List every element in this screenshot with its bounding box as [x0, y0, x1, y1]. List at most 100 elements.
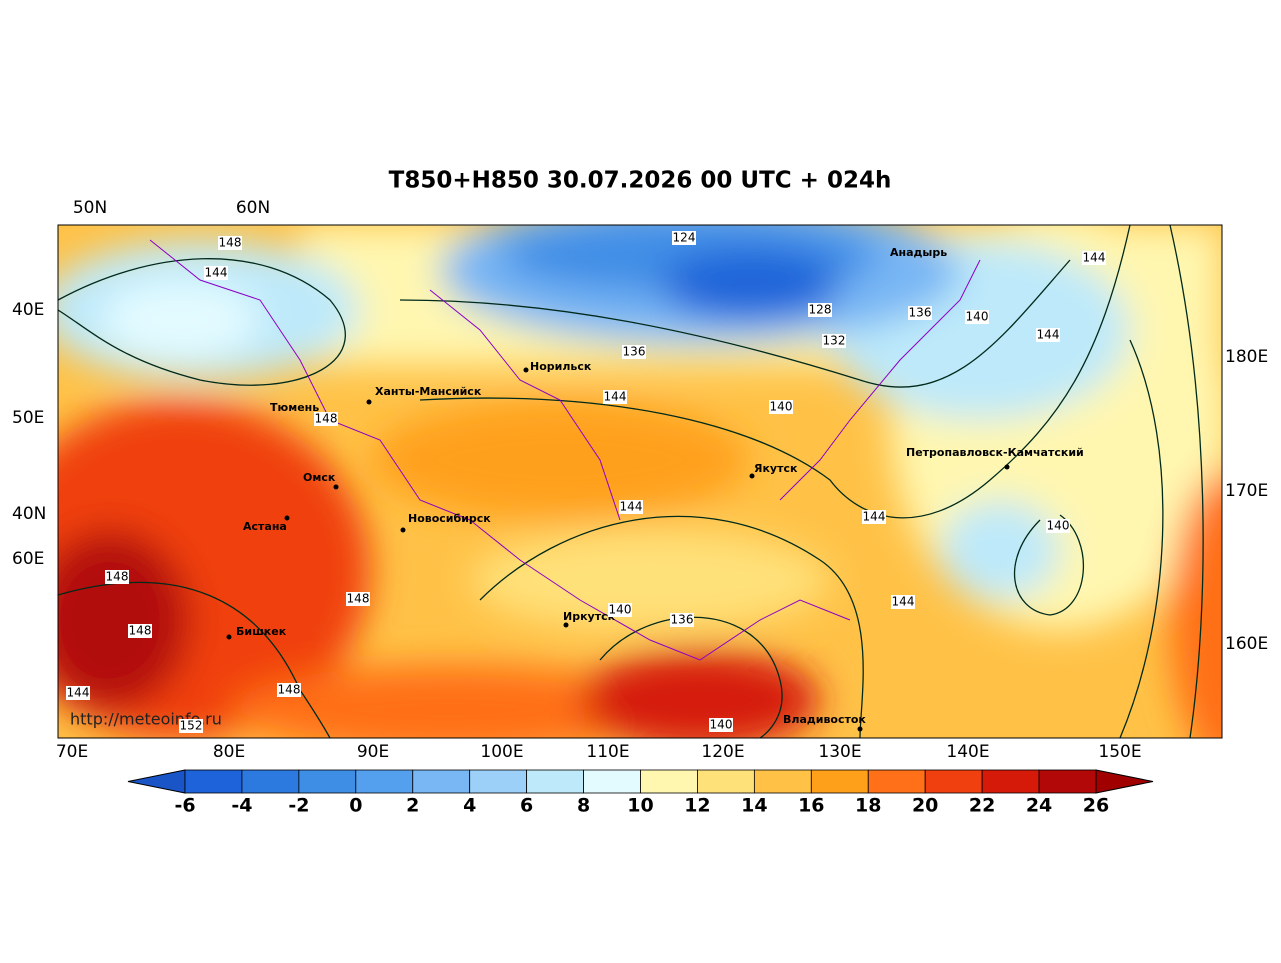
- contour-label-bg: [808, 303, 832, 317]
- colorbar-bin: [924, 769, 983, 794]
- city-label: Иркутск: [563, 610, 616, 623]
- lon-label: 130E: [818, 742, 861, 762]
- contour-label-bg: [709, 718, 733, 732]
- contour-label: 136: [623, 345, 646, 359]
- contour-label: 140: [1047, 519, 1070, 533]
- contour-label-bg: [314, 412, 338, 426]
- contour-label-bg: [105, 570, 129, 584]
- lon-label: 90E: [357, 742, 389, 762]
- contour-label-bg: [619, 500, 643, 514]
- height-contours: [58, 225, 1204, 738]
- contour-label-bg: [1046, 519, 1070, 533]
- colorbar-tick-label: 6: [520, 795, 533, 817]
- contour-label: 136: [671, 613, 694, 627]
- contour-label: 140: [710, 718, 733, 732]
- lon-label: 120E: [701, 742, 744, 762]
- contour-label-bg: [670, 613, 694, 627]
- contour-label: 148: [347, 592, 370, 606]
- colorbar-tick-label: 8: [577, 795, 590, 817]
- contour-label-bg: [822, 334, 846, 348]
- contour-label-bg: [218, 236, 242, 250]
- colorbar-bin: [526, 769, 584, 794]
- colorbar-bin: [412, 769, 471, 794]
- colorbar-tick-label: 22: [969, 795, 995, 817]
- colorbar-tick-label: 10: [627, 795, 653, 817]
- colorbar-tick-label: 2: [406, 795, 419, 817]
- colorbar-tick-label: 24: [1026, 795, 1052, 817]
- city-label: Тюмень: [270, 401, 319, 414]
- contour-label: 148: [106, 570, 129, 584]
- lat-label: 60N: [236, 198, 270, 218]
- city-label: Ханты-Мансийск: [375, 385, 482, 398]
- temperature-field: http://meteoinfo.ru: [58, 225, 1222, 738]
- colorbar-tick-label: -6: [174, 795, 195, 817]
- lon-label: 50E: [12, 408, 44, 428]
- colorbar-tick-label: 12: [684, 795, 710, 817]
- lon-label: 70E: [56, 742, 88, 762]
- colorbar-tick-label: 16: [798, 795, 824, 817]
- city-dot: [1004, 464, 1010, 470]
- contour-label-bg: [769, 400, 793, 414]
- lat-label: 40N: [12, 504, 46, 524]
- colorbar-bin: [981, 769, 1040, 794]
- colorbar-bin: [469, 769, 528, 794]
- lon-label: 150E: [1098, 742, 1141, 762]
- city-dot: [366, 399, 372, 405]
- contour-label: 128: [809, 303, 832, 317]
- city-dot: [400, 527, 406, 533]
- colorbar-tick-label: 0: [349, 795, 362, 817]
- lon-label: 160E: [1225, 634, 1268, 654]
- colorbar-bin: [753, 769, 812, 794]
- city-label: Анадырь: [890, 246, 947, 259]
- lat-label: 50N: [73, 198, 107, 218]
- city-label: Норильск: [530, 360, 592, 373]
- contour-label: 140: [770, 400, 793, 414]
- colorbar-bin: [355, 769, 414, 794]
- contour-label-bg: [965, 310, 989, 324]
- colorbar-under: [127, 769, 186, 794]
- city-label: Владивосток: [783, 713, 866, 726]
- map-title: T850+H850 30.07.2026 00 UTC + 024h: [389, 168, 892, 194]
- colorbar-tick-label: -2: [288, 795, 309, 817]
- colorbar-bin: [1038, 769, 1097, 794]
- contour-label-bg: [346, 592, 370, 606]
- colorbar-bin: [640, 769, 698, 794]
- city-dot: [333, 484, 339, 490]
- lon-label: 140E: [946, 742, 989, 762]
- contour-label-bg: [608, 603, 632, 617]
- contour-label-bg: [277, 683, 301, 697]
- contour-label: 148: [219, 236, 242, 250]
- contour-label-bg: [1082, 251, 1106, 265]
- contour-label-bg: [862, 510, 886, 524]
- contour-label: 152: [180, 719, 203, 733]
- lon-label: 80E: [213, 742, 245, 762]
- contour-label: 144: [1083, 251, 1106, 265]
- lon-label: 170E: [1225, 481, 1268, 501]
- contour-label: 140: [609, 603, 632, 617]
- colorbar-bin: [867, 769, 926, 794]
- grid-labels: 50N 60N 40E 50E 40N 60E 180E 170E 160E: [12, 198, 1268, 654]
- lon-label: 180E: [1225, 347, 1268, 367]
- contour-label: 140: [966, 310, 989, 324]
- city-label: Новосибирск: [408, 512, 491, 525]
- contour-label-bg: [128, 624, 152, 638]
- lon-label: 110E: [586, 742, 629, 762]
- contour-label-bg: [891, 595, 915, 609]
- contour-label-bg: [603, 390, 627, 404]
- lon-label: 60E: [12, 549, 44, 569]
- map-frame: [57, 224, 1223, 739]
- city-dot: [563, 622, 569, 628]
- colorbar-tick-label: -4: [231, 795, 252, 817]
- lon-label: 100E: [480, 742, 523, 762]
- colorbar-tick-label: 20: [912, 795, 938, 817]
- contour-label-bg: [66, 686, 90, 700]
- colorbar-tick-label: 26: [1083, 795, 1109, 817]
- contour-label: 148: [278, 683, 301, 697]
- colorbar-tick-label: 14: [741, 795, 767, 817]
- contour-label: 144: [67, 686, 90, 700]
- city-label: Якутск: [754, 462, 798, 475]
- contour-label: 144: [892, 595, 915, 609]
- contour-label-bg: [204, 266, 228, 280]
- contour-label: 148: [315, 412, 338, 426]
